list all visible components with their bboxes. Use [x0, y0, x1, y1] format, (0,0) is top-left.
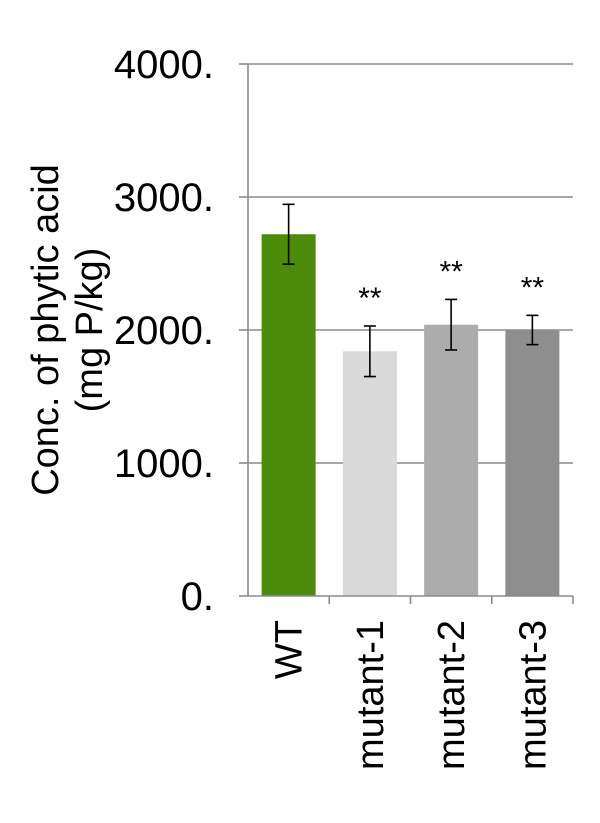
y-axis-title-line-2: (mg P/kg) — [69, 248, 111, 413]
y-axis-title: Conc. of phytic acid (mg P/kg) — [25, 164, 111, 496]
significance-marker: ** — [358, 282, 382, 315]
x-category-label: mutant-2 — [431, 620, 473, 770]
x-category-label: mutant-3 — [512, 620, 554, 770]
x-category-label: WT — [269, 620, 311, 679]
bars: ** ** ** — [261, 203, 560, 597]
bar-WT — [261, 234, 316, 597]
bar-mutant-2 — [424, 324, 479, 596]
y-tick-label: 3000. — [114, 176, 214, 220]
x-category-label: mutant-1 — [350, 620, 392, 770]
y-axis-title-line-1: Conc. of phytic acid — [25, 164, 67, 496]
axes — [239, 63, 574, 604]
y-tick-labels: 0. 1000. 2000. 3000. 4000. — [114, 43, 214, 619]
significance-marker: ** — [439, 255, 463, 288]
significance-marker: ** — [521, 271, 545, 304]
bar-mutant-1 — [342, 351, 397, 596]
x-category-labels: WT mutant-1 mutant-2 mutant-3 — [269, 620, 555, 770]
bar-mutant-3 — [505, 330, 560, 596]
y-tick-label: 2000. — [114, 309, 214, 353]
y-tick-label: 1000. — [114, 442, 214, 486]
y-tick-label: 0. — [181, 575, 214, 619]
y-tick-label: 4000. — [114, 43, 214, 87]
